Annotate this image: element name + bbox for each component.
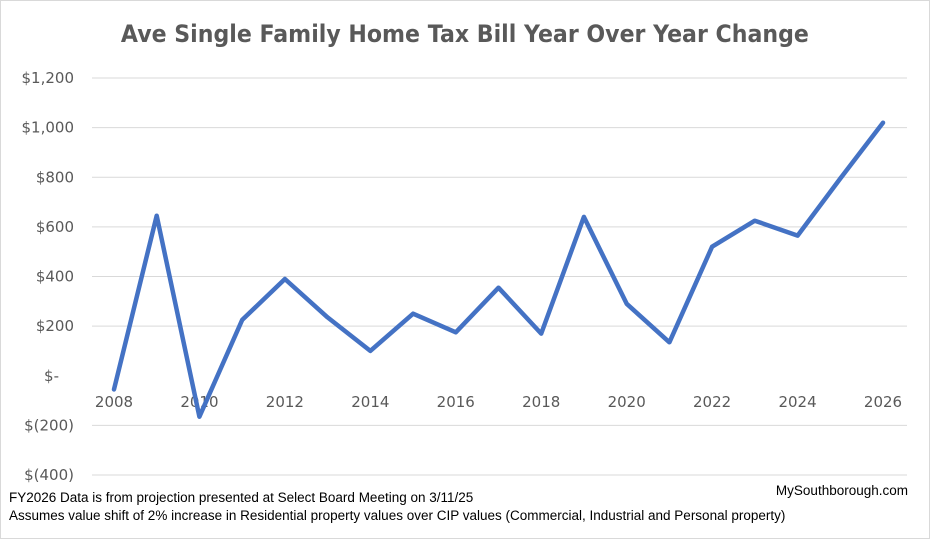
y-tick-label: $600 — [36, 218, 74, 236]
y-tick-label: $- — [44, 367, 59, 385]
y-tick-label: $(400) — [24, 466, 74, 484]
x-tick-label: 2022 — [693, 393, 731, 411]
x-tick-label: 2016 — [437, 393, 475, 411]
x-tick-label: 2008 — [95, 393, 133, 411]
footnote-assumption: Assumes value shift of 2% increase in Re… — [9, 508, 786, 523]
x-tick-label: 2012 — [266, 393, 304, 411]
y-axis-ticks: $(400) $(200) $- $200 $400 $600 $800 $1,000 $1,2… — [22, 69, 75, 484]
y-tick-label: $800 — [36, 168, 74, 186]
source-credit: MySouthborough.com — [775, 483, 908, 498]
x-tick-label: 2018 — [522, 393, 560, 411]
y-tick-label: $1,000 — [22, 119, 75, 137]
series-group — [111, 120, 886, 419]
y-tick-label: $(200) — [24, 416, 74, 434]
y-tick-label: $200 — [36, 317, 74, 335]
series-line — [111, 120, 886, 419]
gridlines — [92, 77, 907, 476]
y-tick-label: $400 — [36, 268, 74, 286]
x-tick-label: 2014 — [351, 393, 389, 411]
chart-title: Ave Single Family Home Tax Bill Year Ove… — [121, 20, 809, 48]
x-tick-label: 2026 — [864, 393, 902, 411]
x-tick-label: 2020 — [608, 393, 646, 411]
y-tick-label: $1,200 — [22, 69, 75, 87]
x-axis-ticks: 2008 2010 2012 2014 2016 2018 2020 2022 2024 2026 — [95, 393, 902, 411]
x-tick-label: 2024 — [778, 393, 816, 411]
footnote-data-source: FY2026 Data is from projection presented… — [9, 490, 474, 505]
